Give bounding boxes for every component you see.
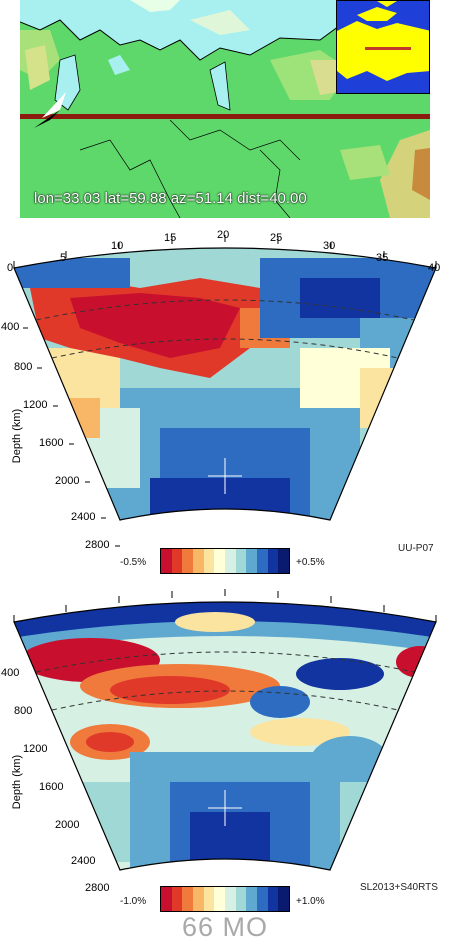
depth-tick-label: 1200 bbox=[23, 399, 48, 411]
depth-tick-label: 400 bbox=[1, 667, 20, 679]
depth-tick-label: 2400 bbox=[71, 855, 96, 867]
distance-tick-label: 20 bbox=[217, 229, 230, 241]
distance-tick-label: 0 bbox=[7, 262, 14, 274]
depth-tick-label: 800 bbox=[14, 361, 33, 373]
model-name-label: SL2013+S40RTS bbox=[360, 882, 438, 893]
coordinate-readout: lon=33.03 lat=59.88 az=51.14 dist=40.00 bbox=[34, 190, 307, 207]
depth-tick-label: 1200 bbox=[23, 743, 48, 755]
distance-tick-label: 30 bbox=[323, 240, 336, 252]
colorbar-max-label: +1.0% bbox=[296, 896, 325, 907]
colorbar-max-label: +0.5% bbox=[296, 557, 325, 568]
distance-tick-label: 25 bbox=[270, 232, 283, 244]
depth-tick-label: 2800 bbox=[85, 539, 110, 551]
tomography-section-sl2013 bbox=[0, 582, 450, 892]
tomography-section-uu-p07 bbox=[0, 228, 450, 558]
distance-tick-label: 15 bbox=[164, 232, 177, 244]
depth-tick-label: 2400 bbox=[71, 511, 96, 523]
distance-tick-label: 5 bbox=[60, 252, 67, 264]
depth-tick-label: 1600 bbox=[39, 781, 64, 793]
colorbar-top bbox=[160, 548, 290, 574]
depth-tick-label: 2000 bbox=[55, 475, 80, 487]
colorbar-min-label: -1.0% bbox=[120, 896, 147, 907]
inset-globe-map bbox=[336, 0, 430, 94]
section-graphic-bottom bbox=[13, 589, 437, 871]
depth-tick-label: 400 bbox=[1, 321, 20, 333]
section-graphic-top bbox=[13, 235, 437, 547]
model-name-label: UU-P07 bbox=[398, 543, 434, 554]
depth-tick-label: 1600 bbox=[39, 437, 64, 449]
depth-tick-label: 2000 bbox=[55, 819, 80, 831]
depth-tick-label: 2800 bbox=[85, 882, 110, 894]
colorbar-bottom bbox=[160, 886, 290, 912]
distance-tick-label: 35 bbox=[376, 252, 389, 264]
colorbar-min-label: -0.5% bbox=[120, 557, 147, 568]
footer-age-label: 66 MO bbox=[181, 912, 269, 942]
depth-axis-title: Depth (km) bbox=[11, 754, 24, 810]
depth-tick-label: 800 bbox=[14, 705, 33, 717]
distance-tick-label: 40 bbox=[428, 262, 441, 274]
depth-axis-title: Depth (km) bbox=[11, 408, 24, 464]
distance-tick-label: 10 bbox=[111, 240, 124, 252]
